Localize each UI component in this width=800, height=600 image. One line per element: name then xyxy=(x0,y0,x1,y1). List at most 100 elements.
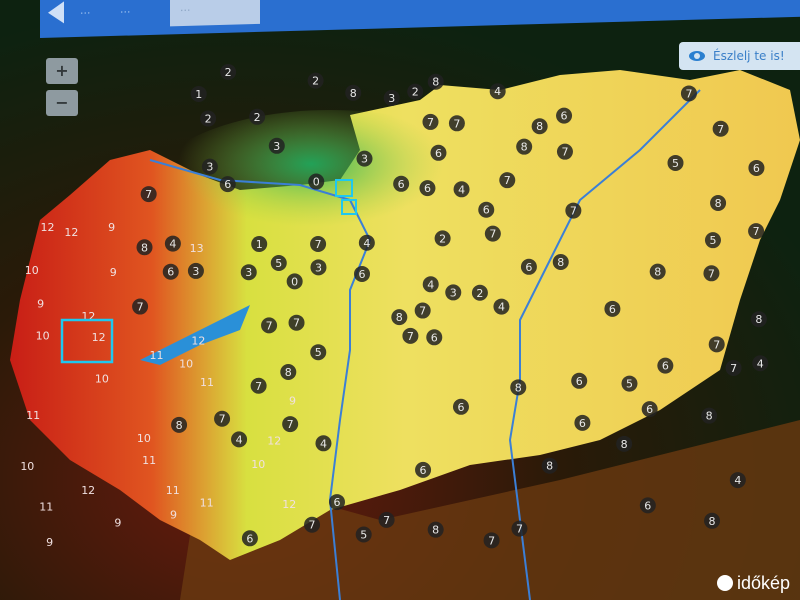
station-marker[interactable]: 8 xyxy=(136,239,153,256)
station-marker[interactable]: 2 xyxy=(307,72,324,89)
station-marker[interactable]: 8 xyxy=(531,118,548,135)
station-marker[interactable]: 7 xyxy=(422,113,439,130)
station-marker[interactable]: 3 xyxy=(240,264,257,281)
station-marker[interactable]: 11 xyxy=(38,498,54,514)
station-marker[interactable]: 8 xyxy=(552,254,569,271)
station-marker[interactable]: 12 xyxy=(80,482,96,498)
station-marker[interactable]: 12 xyxy=(190,332,206,348)
station-marker[interactable]: 7 xyxy=(402,327,419,344)
station-marker[interactable]: 6 xyxy=(241,530,258,547)
station-marker[interactable]: 10 xyxy=(35,328,51,344)
station-marker[interactable]: 4 xyxy=(489,83,506,100)
station-marker[interactable]: 10 xyxy=(24,262,40,278)
station-marker[interactable]: 5 xyxy=(355,526,372,543)
station-marker[interactable]: 3 xyxy=(356,150,373,167)
station-marker[interactable]: 7 xyxy=(132,298,149,315)
station-marker[interactable]: 12 xyxy=(63,224,79,240)
station-marker[interactable]: 8 xyxy=(345,84,362,101)
station-marker[interactable]: 7 xyxy=(310,235,327,252)
station-marker[interactable]: 0 xyxy=(308,173,325,190)
station-marker[interactable]: 7 xyxy=(703,265,720,282)
station-marker[interactable]: 6 xyxy=(604,300,621,317)
station-marker[interactable]: 7 xyxy=(448,115,465,132)
station-marker[interactable]: 4 xyxy=(493,298,510,315)
station-marker[interactable]: 5 xyxy=(667,154,684,171)
station-marker[interactable]: 4 xyxy=(164,235,181,252)
station-marker[interactable]: 7 xyxy=(414,302,431,319)
station-marker[interactable]: 8 xyxy=(510,379,527,396)
station-marker[interactable]: 8 xyxy=(541,457,558,474)
station-marker[interactable]: 12 xyxy=(281,496,297,512)
back-arrow-icon[interactable] xyxy=(48,1,64,24)
station-marker[interactable]: 4 xyxy=(729,472,746,489)
station-marker[interactable]: 7 xyxy=(708,336,725,353)
station-marker[interactable]: 6 xyxy=(748,159,765,176)
station-marker[interactable]: 6 xyxy=(219,176,236,193)
station-marker[interactable]: 11 xyxy=(199,374,215,390)
station-marker[interactable]: 11 xyxy=(141,452,157,468)
zoom-out-button[interactable]: − xyxy=(46,90,78,116)
station-marker[interactable]: 3 xyxy=(445,284,462,301)
station-marker[interactable]: 3 xyxy=(187,262,204,279)
station-marker[interactable]: 4 xyxy=(752,355,769,372)
station-marker[interactable]: 3 xyxy=(201,158,218,175)
station-marker[interactable]: 6 xyxy=(328,494,345,511)
station-marker[interactable]: 7 xyxy=(214,410,231,427)
station-marker[interactable]: 11 xyxy=(165,482,181,498)
station-marker[interactable]: 5 xyxy=(270,255,287,272)
station-marker[interactable]: 8 xyxy=(280,364,297,381)
station-marker[interactable]: 11 xyxy=(25,407,41,423)
station-marker[interactable]: 3 xyxy=(268,137,285,154)
station-marker[interactable]: 6 xyxy=(574,414,591,431)
station-marker[interactable]: 12 xyxy=(39,219,55,235)
station-marker[interactable]: 5 xyxy=(704,232,721,249)
station-marker[interactable]: 7 xyxy=(288,314,305,331)
station-marker[interactable]: 6 xyxy=(478,201,495,218)
station-marker[interactable]: 6 xyxy=(426,329,443,346)
station-marker[interactable]: 7 xyxy=(261,317,278,334)
station-marker[interactable]: 8 xyxy=(750,311,767,328)
station-marker[interactable]: 10 xyxy=(250,456,266,472)
tab-2[interactable]: ... xyxy=(120,2,131,16)
station-marker[interactable]: 2 xyxy=(471,284,488,301)
station-marker[interactable]: 8 xyxy=(649,263,666,280)
station-marker[interactable]: 2 xyxy=(249,108,266,125)
station-marker[interactable]: 6 xyxy=(556,107,573,124)
station-marker[interactable]: 8 xyxy=(427,73,444,90)
station-marker[interactable]: 6 xyxy=(641,401,658,418)
station-marker[interactable]: 9 xyxy=(285,392,301,408)
station-marker[interactable]: 7 xyxy=(378,511,395,528)
station-marker[interactable]: 6 xyxy=(452,398,469,415)
station-marker[interactable]: 7 xyxy=(712,120,729,137)
station-marker[interactable]: 6 xyxy=(520,258,537,275)
station-marker[interactable]: 5 xyxy=(310,344,327,361)
station-marker[interactable]: 1 xyxy=(251,235,268,252)
station-marker[interactable]: 7 xyxy=(680,85,697,102)
station-marker[interactable]: 8 xyxy=(616,435,633,452)
station-marker[interactable]: 10 xyxy=(178,355,194,371)
station-marker[interactable]: 2 xyxy=(434,230,451,247)
station-marker[interactable]: 8 xyxy=(704,512,721,529)
station-marker[interactable]: 2 xyxy=(220,64,237,81)
station-marker[interactable]: 4 xyxy=(231,431,248,448)
station-marker[interactable]: 9 xyxy=(104,219,120,235)
station-marker[interactable]: 8 xyxy=(427,521,444,538)
station-marker[interactable]: 7 xyxy=(499,172,516,189)
station-marker[interactable]: 6 xyxy=(353,265,370,282)
station-marker[interactable]: 6 xyxy=(571,372,588,389)
station-marker[interactable]: 7 xyxy=(483,532,500,549)
station-marker[interactable]: 11 xyxy=(148,347,164,363)
zoom-in-button[interactable]: + xyxy=(46,58,78,84)
station-marker[interactable]: 9 xyxy=(33,295,49,311)
station-marker[interactable]: 4 xyxy=(358,234,375,251)
station-marker[interactable]: 7 xyxy=(250,377,267,394)
station-marker[interactable]: 12 xyxy=(91,329,107,345)
station-marker[interactable]: 1 xyxy=(190,85,207,102)
station-marker[interactable]: 12 xyxy=(266,432,282,448)
station-marker[interactable]: 2 xyxy=(407,83,424,100)
station-marker[interactable]: 7 xyxy=(511,520,528,537)
station-marker[interactable]: 8 xyxy=(391,309,408,326)
station-marker[interactable]: 6 xyxy=(162,263,179,280)
station-marker[interactable]: 7 xyxy=(140,186,157,203)
